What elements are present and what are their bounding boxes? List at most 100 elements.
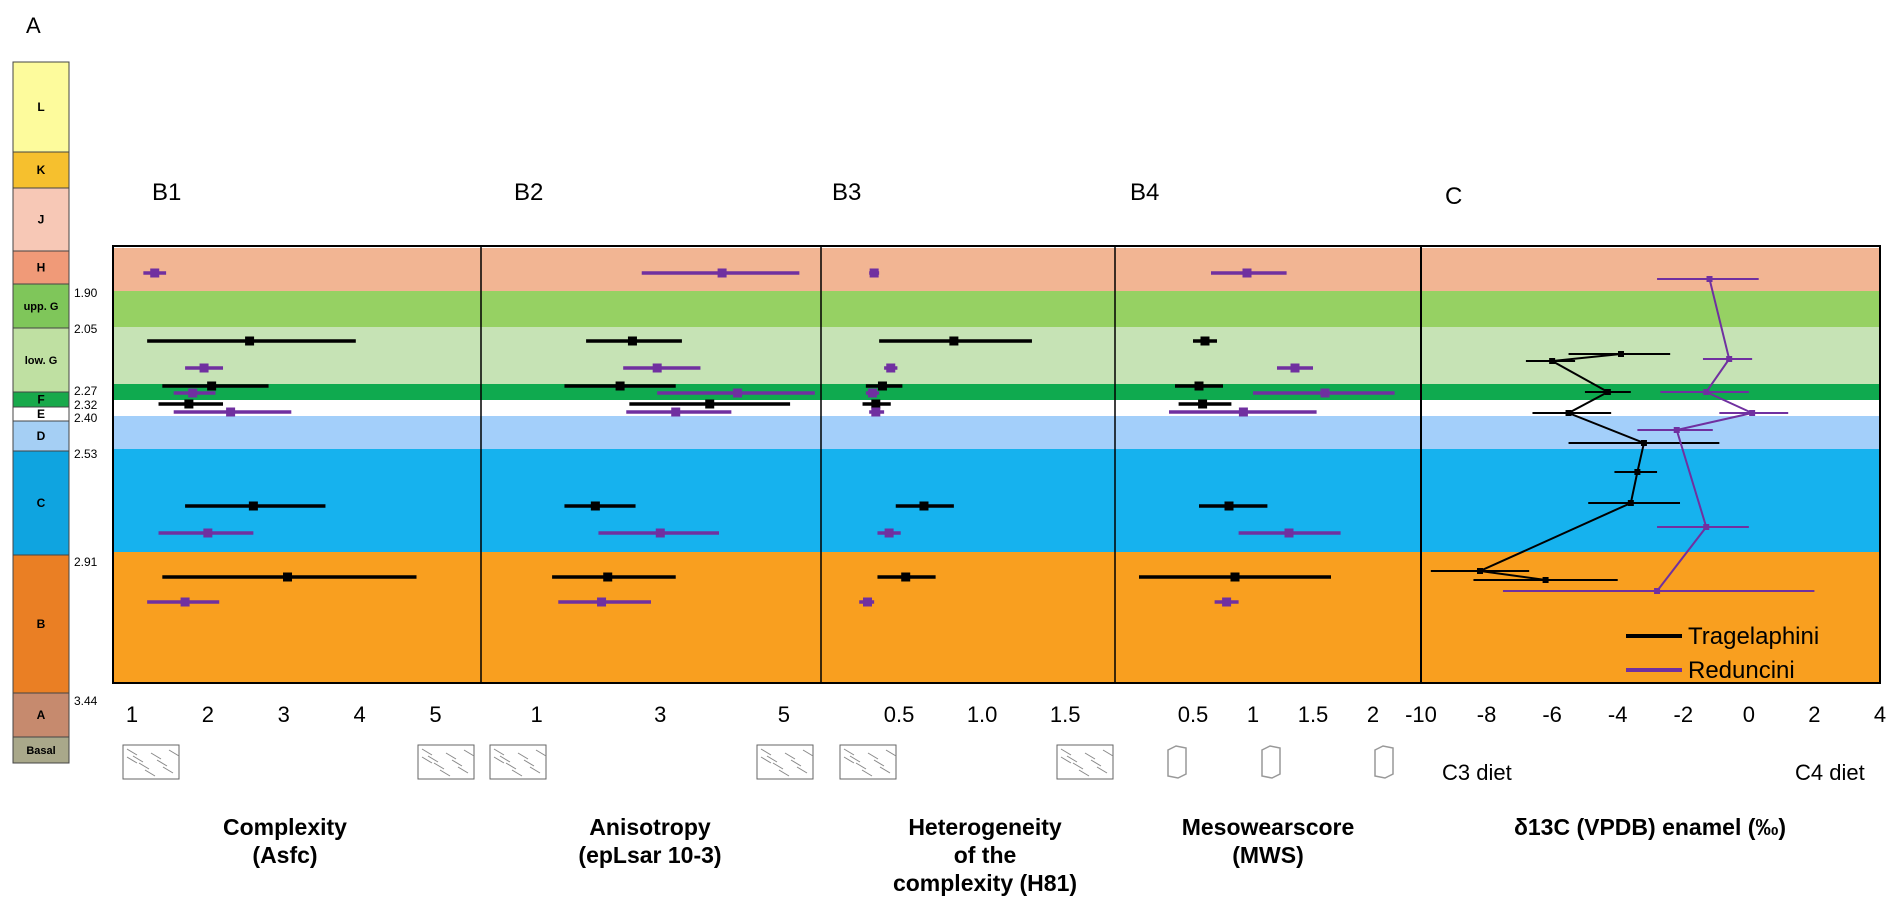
point-b3-tragelaphini — [901, 572, 911, 582]
texture-stroke — [511, 769, 523, 777]
tick-label-b1: 2 — [202, 702, 214, 727]
point-b1-reduncini — [203, 528, 213, 538]
point-b4-tragelaphini — [1198, 399, 1208, 409]
member-bands — [113, 248, 1880, 683]
texture-stroke — [1060, 748, 1072, 756]
figure-label-a: A — [26, 13, 41, 38]
texture-stroke — [156, 759, 168, 767]
tick-label-b1: 3 — [278, 702, 290, 727]
axis-title-b4: (MWS) — [1232, 842, 1304, 868]
strat-unit-label: A — [37, 708, 46, 722]
age-label: 2.40 — [74, 411, 98, 425]
texture-stroke — [168, 749, 180, 757]
tick-label-c: 2 — [1808, 702, 1820, 727]
tooth-icon — [1261, 745, 1281, 779]
texture-stroke — [849, 755, 861, 763]
point-b2-reduncini — [652, 363, 662, 373]
texture-stroke — [493, 748, 505, 756]
texture-stroke — [162, 766, 174, 774]
point-b1-tragelaphini — [207, 381, 217, 391]
point-b2-tragelaphini — [590, 501, 600, 511]
point-b4-reduncini — [1320, 388, 1330, 398]
strat-unit-l — [12, 61, 70, 153]
texture-stroke — [523, 759, 535, 767]
tick-label-c: -2 — [1674, 702, 1694, 727]
axis-title-b3: complexity (H81) — [893, 870, 1077, 896]
legend-label-reduncini: Reduncini — [1688, 657, 1795, 684]
tick-label-b4: 1 — [1247, 702, 1259, 727]
point-b2-reduncini — [655, 528, 665, 538]
texture-stroke — [493, 756, 505, 764]
strat-unit-h — [12, 250, 70, 285]
point-b1-reduncini — [188, 388, 198, 398]
texture-stroke — [760, 756, 772, 764]
texture-stroke — [772, 762, 784, 770]
point-b3-reduncini — [863, 597, 873, 607]
point-b4-reduncini — [1222, 597, 1232, 607]
texture-stroke — [1084, 752, 1096, 760]
point-b3-reduncini — [867, 388, 877, 398]
axis-title-b1: Complexity — [223, 814, 347, 840]
band-e — [113, 400, 1880, 416]
plot-border — [112, 245, 1881, 684]
band-b — [113, 552, 1880, 683]
point-b1-tragelaphini — [184, 399, 194, 409]
point-b2-tragelaphini — [615, 381, 625, 391]
texture-stroke — [439, 769, 451, 777]
strat-unit-low-g — [12, 327, 70, 393]
tooth-icon — [1374, 745, 1394, 779]
band-f — [113, 384, 1880, 400]
age-label: 2.32 — [74, 398, 98, 412]
tick-label-c: -6 — [1542, 702, 1562, 727]
texture-stroke — [867, 752, 879, 760]
point-b1-reduncini — [150, 268, 160, 278]
texture-stroke — [1066, 755, 1078, 763]
texture-stroke — [1060, 756, 1072, 764]
point-b3-reduncini — [869, 268, 879, 278]
age-label: 2.53 — [74, 447, 98, 461]
chart-frame — [112, 245, 1881, 684]
series-line-reduncini — [1656, 278, 1756, 592]
tick-label-b2: 1 — [531, 702, 543, 727]
tick-label-b4: 1.5 — [1298, 702, 1329, 727]
band-c — [113, 449, 1880, 552]
tick-label-b3: 0.5 — [884, 702, 915, 727]
strat-unit-label: E — [37, 407, 45, 421]
point-b2-reduncini — [671, 407, 681, 417]
texture-stroke — [433, 762, 445, 770]
texture-stroke — [879, 766, 891, 774]
texture-stroke — [766, 755, 778, 763]
texture-stroke — [421, 748, 433, 756]
point-b4-reduncini — [1284, 528, 1294, 538]
age-label: 2.05 — [74, 322, 98, 336]
axis-title-b2: Anisotropy — [589, 814, 711, 840]
tick-label-b2: 5 — [778, 702, 790, 727]
panel-title-c: C — [1445, 183, 1462, 210]
tick-label-b1: 5 — [429, 702, 441, 727]
texture-stroke — [144, 769, 156, 777]
point-b2-tragelaphini — [705, 399, 715, 409]
tick-label-c: 4 — [1874, 702, 1886, 727]
strat-unit-label: F — [37, 393, 44, 407]
texture-stroke — [1072, 762, 1084, 770]
band-low-g — [113, 327, 1880, 384]
tick-label-b3: 1.5 — [1050, 702, 1081, 727]
tick-label-b3: 1.0 — [967, 702, 998, 727]
strat-unit-k — [12, 151, 70, 189]
point-b2-tragelaphini — [627, 336, 637, 346]
texture-stroke — [843, 756, 855, 764]
texture-stroke — [843, 748, 855, 756]
axis-titles: Complexity(Asfc) Anisotropy(epLsar 10-3) H… — [223, 814, 1786, 896]
texture-stroke — [778, 769, 790, 777]
texture-stroke — [457, 766, 469, 774]
texture-stroke — [445, 752, 457, 760]
point-b1-tragelaphini — [283, 572, 293, 582]
age-label: 2.27 — [74, 384, 98, 398]
point-b1-tragelaphini — [248, 501, 258, 511]
point-b4-tragelaphini — [1200, 336, 1210, 346]
point-b2-reduncini — [597, 597, 607, 607]
texture-stroke — [517, 752, 529, 760]
band-upp-g — [113, 291, 1880, 327]
series-line-tragelaphini — [1476, 353, 1646, 581]
point-b1-reduncini — [180, 597, 190, 607]
